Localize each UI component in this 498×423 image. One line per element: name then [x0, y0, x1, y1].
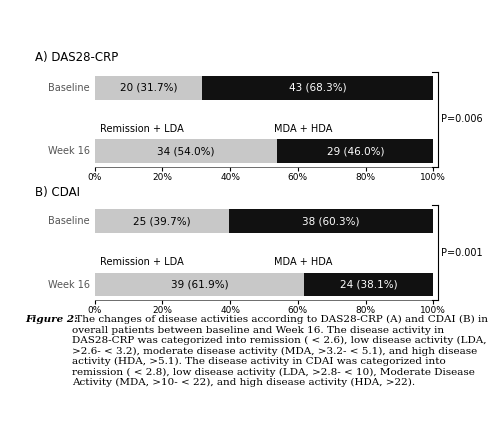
- Text: Remission + LDA: Remission + LDA: [100, 124, 183, 135]
- Text: Baseline: Baseline: [48, 216, 90, 226]
- Bar: [229, 209, 433, 233]
- Text: A) DAS28-CRP: A) DAS28-CRP: [35, 51, 118, 63]
- Bar: [202, 76, 433, 100]
- Text: Figure 2:: Figure 2:: [25, 315, 78, 324]
- Text: 39 (61.9%): 39 (61.9%): [171, 280, 228, 289]
- Text: P=0.001: P=0.001: [441, 248, 483, 258]
- Text: Week 16: Week 16: [48, 146, 90, 157]
- Text: MDA + HDA: MDA + HDA: [274, 124, 332, 135]
- Text: 25 (39.7%): 25 (39.7%): [133, 216, 191, 226]
- Bar: [95, 272, 304, 297]
- Bar: [95, 209, 229, 233]
- Text: 38 (60.3%): 38 (60.3%): [302, 216, 360, 226]
- Bar: [304, 272, 433, 297]
- Text: Baseline: Baseline: [48, 83, 90, 93]
- Text: MDA + HDA: MDA + HDA: [274, 257, 332, 267]
- Text: 43 (68.3%): 43 (68.3%): [289, 83, 347, 93]
- Bar: [95, 139, 277, 163]
- Text: Week 16: Week 16: [48, 280, 90, 290]
- Bar: [95, 76, 202, 100]
- Text: 24 (38.1%): 24 (38.1%): [340, 280, 397, 289]
- Text: Remission + LDA: Remission + LDA: [100, 257, 183, 267]
- Text: The changes of disease activities according to DAS28-CRP (A) and CDAI (B) in ove: The changes of disease activities accord…: [72, 315, 488, 387]
- Text: 20 (31.7%): 20 (31.7%): [120, 83, 177, 93]
- Text: 34 (54.0%): 34 (54.0%): [157, 146, 215, 156]
- Bar: [277, 139, 433, 163]
- Text: B) CDAI: B) CDAI: [35, 186, 80, 199]
- Text: 29 (46.0%): 29 (46.0%): [327, 146, 384, 156]
- Text: P=0.006: P=0.006: [441, 115, 483, 124]
